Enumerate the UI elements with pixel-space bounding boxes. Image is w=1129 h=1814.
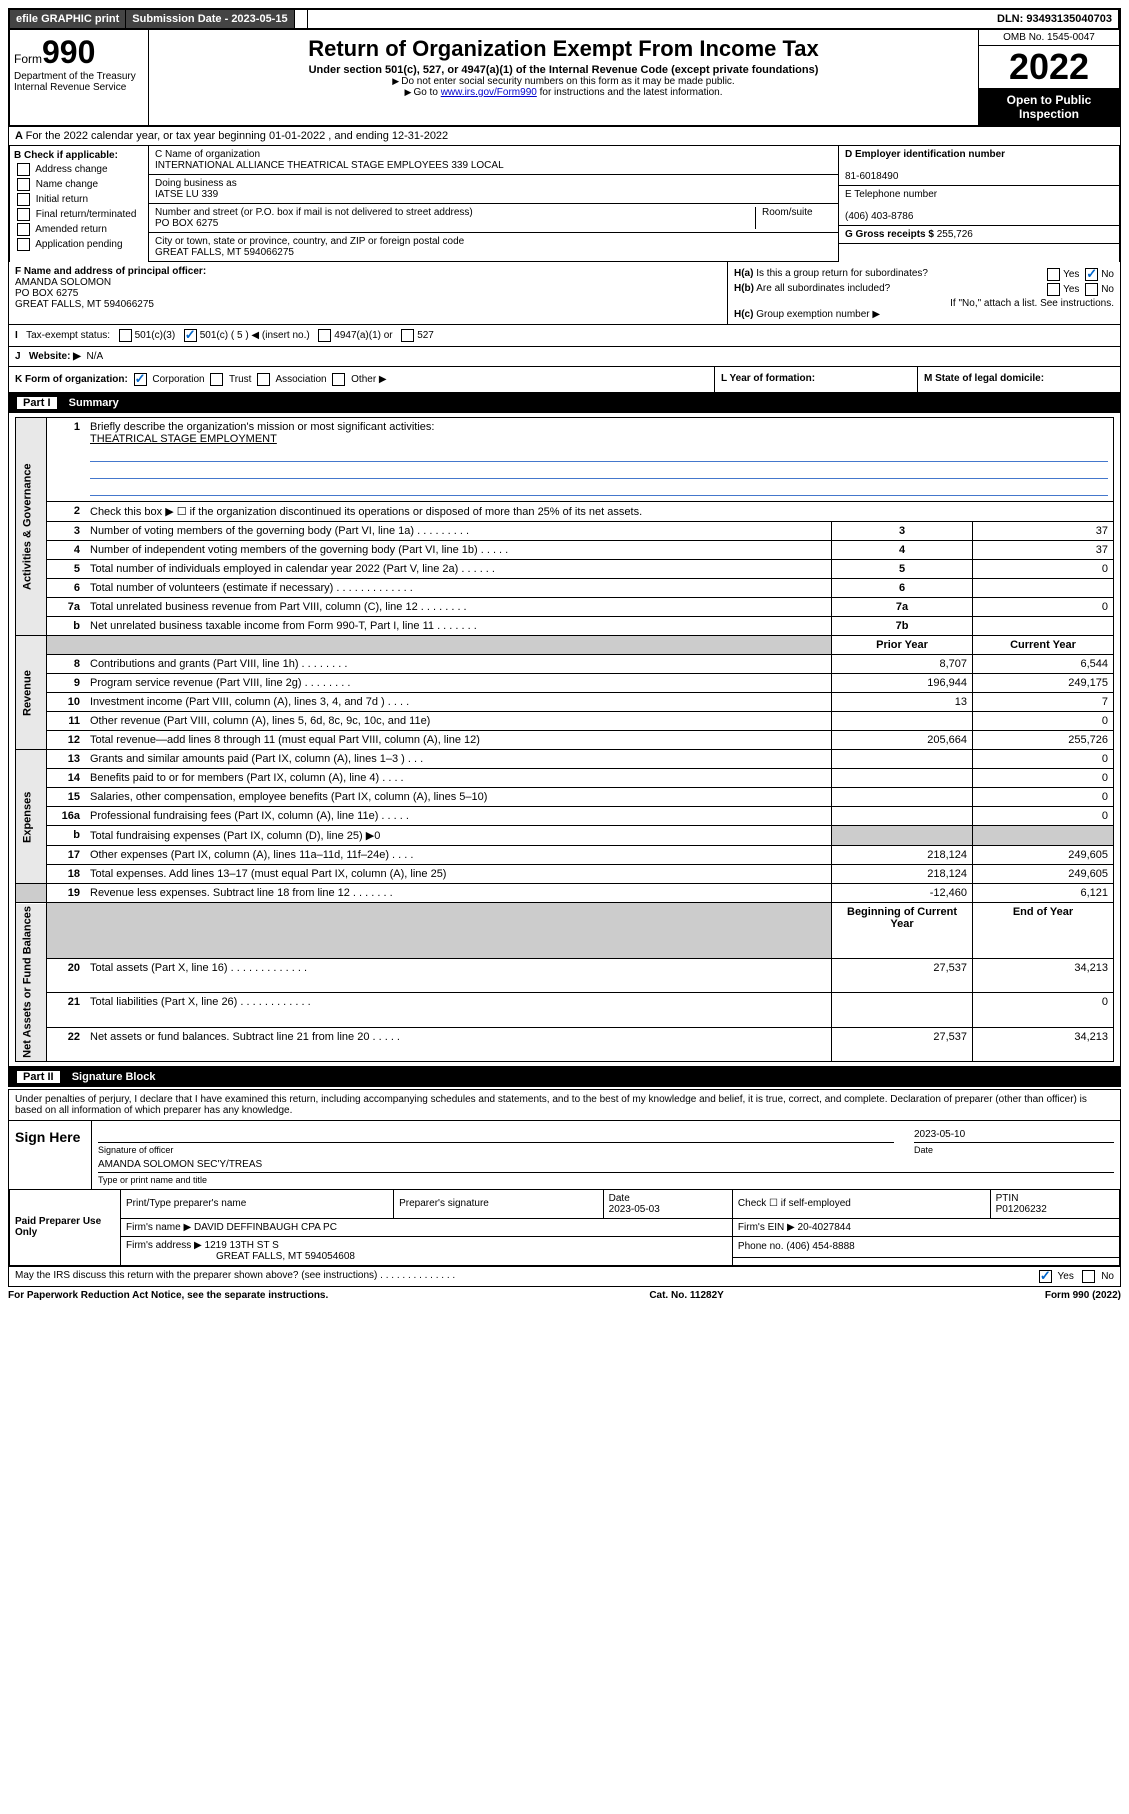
paid-preparer-table: Paid Preparer Use Only Print/Type prepar… [9, 1189, 1120, 1266]
declaration: Under penalties of perjury, I declare th… [9, 1090, 1120, 1120]
part1-header: Part I Summary [8, 393, 1121, 413]
section-h: H(a) Is this a group return for subordin… [727, 262, 1120, 324]
top-bar: efile GRAPHIC print Submission Date - 20… [8, 8, 1121, 30]
section-k: K Form of organization: Corporation Trus… [9, 367, 714, 392]
dln: DLN: 93493135040703 [991, 10, 1119, 28]
efile-btn[interactable]: efile GRAPHIC print [10, 10, 126, 28]
section-l: L Year of formation: [714, 367, 917, 392]
section-m: M State of legal domicile: [917, 367, 1120, 392]
form-title: Return of Organization Exempt From Incom… [153, 36, 974, 62]
section-f: F Name and address of principal officer:… [9, 262, 727, 324]
note2: Go to www.irs.gov/Form990 for instructio… [153, 87, 974, 98]
tax-year: 2022 [979, 46, 1119, 89]
form-number: Form990 [14, 34, 144, 71]
row-fh: F Name and address of principal officer:… [8, 262, 1121, 325]
section-b: B Check if applicable: Address change Na… [10, 146, 149, 262]
note1: Do not enter social security numbers on … [153, 76, 974, 87]
service: Internal Revenue Service [14, 82, 144, 93]
subtitle: Under section 501(c), 527, or 4947(a)(1)… [153, 64, 974, 76]
irs-link[interactable]: www.irs.gov/Form990 [441, 87, 537, 98]
footer: For Paperwork Reduction Act Notice, see … [8, 1287, 1121, 1304]
sign-here-label: Sign Here [9, 1121, 92, 1189]
spacer [295, 10, 308, 28]
mission-block: Activities & Governance 1 Briefly descri… [8, 413, 1121, 1067]
part2-header: Part II Signature Block [8, 1067, 1121, 1087]
section-j: J Website: ▶ N/A [8, 347, 1121, 367]
open-public: Open to Public Inspection [979, 89, 1119, 125]
signature-section: Under penalties of perjury, I declare th… [8, 1089, 1121, 1267]
section-de: D Employer identification number81-60184… [838, 146, 1119, 262]
main-info-grid: B Check if applicable: Address change Na… [8, 146, 1121, 262]
form-header: Form990 Department of the Treasury Inter… [8, 30, 1121, 127]
paid-label: Paid Preparer Use Only [10, 1189, 121, 1265]
row-klm: K Form of organization: Corporation Trus… [8, 367, 1121, 393]
irs-discuss-row: May the IRS discuss this return with the… [8, 1267, 1121, 1287]
section-i: I Tax-exempt status: 501(c)(3) 501(c) ( … [8, 325, 1121, 347]
submission-date: Submission Date - 2023-05-15 [126, 10, 294, 28]
row-a: A For the 2022 calendar year, or tax yea… [8, 127, 1121, 146]
section-c: C Name of organizationINTERNATIONAL ALLI… [149, 146, 838, 262]
dept: Department of the Treasury [14, 71, 144, 82]
gov-label: Activities & Governance [16, 418, 47, 636]
omb: OMB No. 1545-0047 [979, 30, 1119, 46]
